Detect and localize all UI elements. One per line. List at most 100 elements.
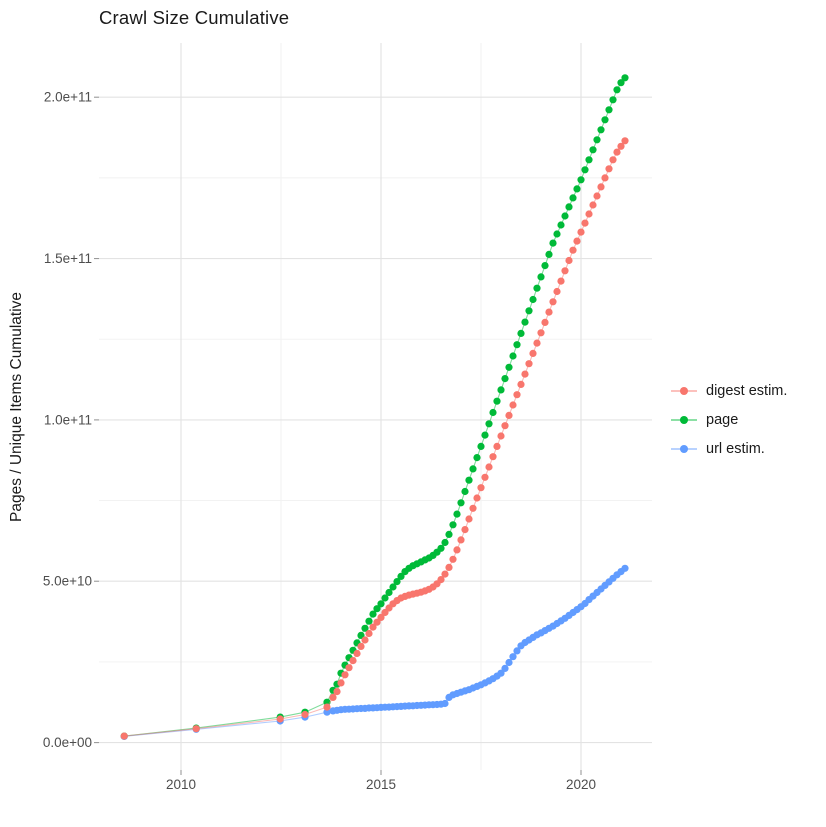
data-point-page [621,74,629,82]
data-point-digest-estim [361,636,369,644]
data-point-digest-estim [337,679,345,687]
data-point-url-estim [497,669,505,677]
series-line-url-estim [124,567,626,737]
legend-key-dot [680,386,688,395]
data-point-page [369,610,377,618]
data-point-digest-estim [601,174,609,182]
data-point-digest-estim [565,256,573,265]
data-point-page [493,397,501,405]
data-point-page [441,538,449,547]
data-point-page [573,185,581,193]
data-point-digest-estim [517,380,525,388]
data-point-digest-estim [465,515,473,523]
data-point-digest-estim [605,165,613,173]
data-point-digest-estim [477,484,485,492]
data-point-url-estim [505,658,513,667]
data-point-digest-estim [553,287,561,296]
data-point-digest-estim [469,504,477,512]
data-point-page [465,476,473,484]
chart-title: Crawl Size Cumulative [99,7,290,28]
data-point-digest-estim [489,453,497,461]
data-point-digest-estim [461,526,469,534]
data-point-digest-estim [549,298,557,306]
data-point-digest-estim [589,201,597,209]
data-point-digest-estim [537,329,545,337]
data-point-page [501,375,509,383]
data-point-digest-estim [349,657,357,665]
data-point-url-estim [621,564,629,572]
data-point-digest-estim [357,642,365,651]
data-point-digest-estim [509,401,517,409]
data-point-page [533,284,541,292]
data-point-digest-estim [345,664,353,672]
data-point-page [601,116,609,124]
data-point-page [361,624,369,632]
data-point-digest-estim [497,432,505,440]
data-point-page [553,230,561,238]
data-point-digest-estim [323,703,331,711]
data-point-page [505,363,513,371]
data-point-digest-estim [581,219,589,227]
data-point-page [437,544,445,552]
data-point-page [461,487,469,496]
data-point-page [617,79,625,87]
data-point-digest-estim [333,688,341,696]
data-point-page [473,454,481,462]
data-point-digest-estim [501,422,509,430]
data-point-page [377,600,385,608]
data-point-digest-estim [341,671,349,679]
data-point-digest-estim [473,494,481,502]
data-point-digest-estim [609,156,617,164]
data-point-page [393,578,401,586]
x-tick-label: 2010 [166,777,196,792]
legend-item-label: digest estim. [706,382,788,399]
legend-item-page: page [671,405,787,434]
data-point-digest-estim [577,228,585,236]
y-tick-label: 5.0e+10 [43,574,92,589]
legend-key-icon-page [671,412,697,428]
legend: digest estim. page url estim. [671,376,787,463]
data-point-digest-estim [505,411,513,419]
y-tick-label: 1.5e+11 [44,251,92,266]
data-point-digest-estim [369,623,377,631]
series-line-page [124,77,626,737]
x-tick-label: 2015 [366,777,396,792]
data-point-digest-estim [441,570,449,578]
data-point-digest-estim [373,618,381,626]
series-url-estim [120,564,629,741]
data-point-digest-estim [617,142,625,150]
data-point-digest-estim [529,349,537,357]
data-point-digest-estim [593,192,601,200]
data-point-digest-estim [329,693,337,702]
data-point-page [381,594,389,602]
data-point-page [613,86,621,94]
data-point-page [469,465,477,473]
data-point-digest-estim [573,237,581,245]
data-point-digest-estim [445,563,453,572]
series-page [120,74,629,740]
legend-item-label: url estim. [706,440,765,457]
data-point-digest-estim [557,277,565,285]
data-point-page [385,588,393,597]
data-point-page [525,307,533,315]
data-point-page [589,146,597,154]
data-point-page [537,273,545,281]
data-point-digest-estim [585,210,593,218]
data-point-digest-estim [276,715,284,723]
data-point-digest-estim [541,318,549,326]
data-point-page [585,156,593,164]
data-point-page [457,499,465,507]
data-point-digest-estim [597,183,605,191]
data-point-page [593,136,601,144]
data-point-digest-estim [377,613,385,622]
data-point-page [605,106,613,114]
data-point-page [397,572,405,581]
y-tick-label: 1.0e+11 [44,412,92,427]
data-point-digest-estim [301,710,309,719]
data-point-page [445,530,453,539]
data-point-page [569,194,577,202]
data-point-digest-estim [437,576,445,584]
data-point-page [521,318,529,326]
data-point-page [477,442,485,450]
data-point-digest-estim [453,546,461,554]
